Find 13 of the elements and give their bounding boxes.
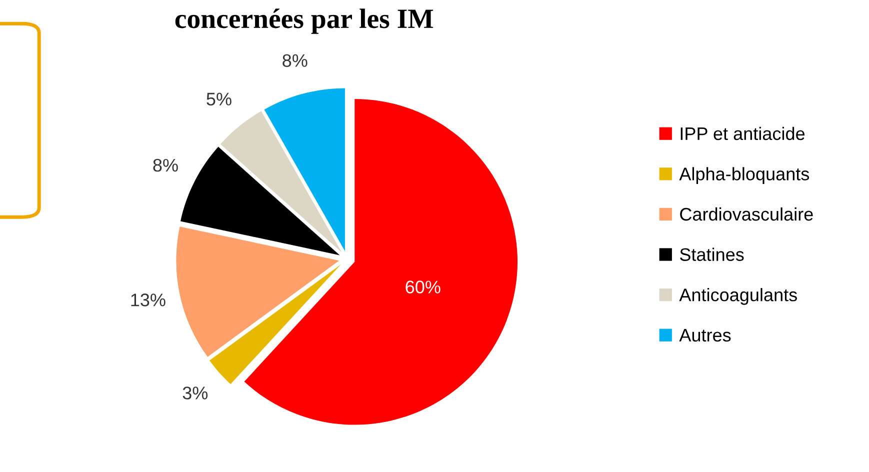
data-label: 13% <box>131 294 166 306</box>
data-label: 60% <box>406 280 440 294</box>
data-label: 8% <box>153 158 178 172</box>
data-label: 3% <box>182 386 208 400</box>
legend-label: Statines <box>680 248 744 261</box>
data-label: 8% <box>282 54 308 67</box>
legend-label: Autres <box>679 329 731 342</box>
data-label: 5% <box>206 92 232 106</box>
legend-label: IPP et antiacide <box>680 126 805 140</box>
legend-label: Anticoagulants <box>679 288 797 305</box>
legend-label: Alpha-bloquants <box>679 167 810 184</box>
chart-title: concernées par les IM <box>175 8 434 34</box>
legend-label: Cardiovasculaire <box>680 207 813 221</box>
